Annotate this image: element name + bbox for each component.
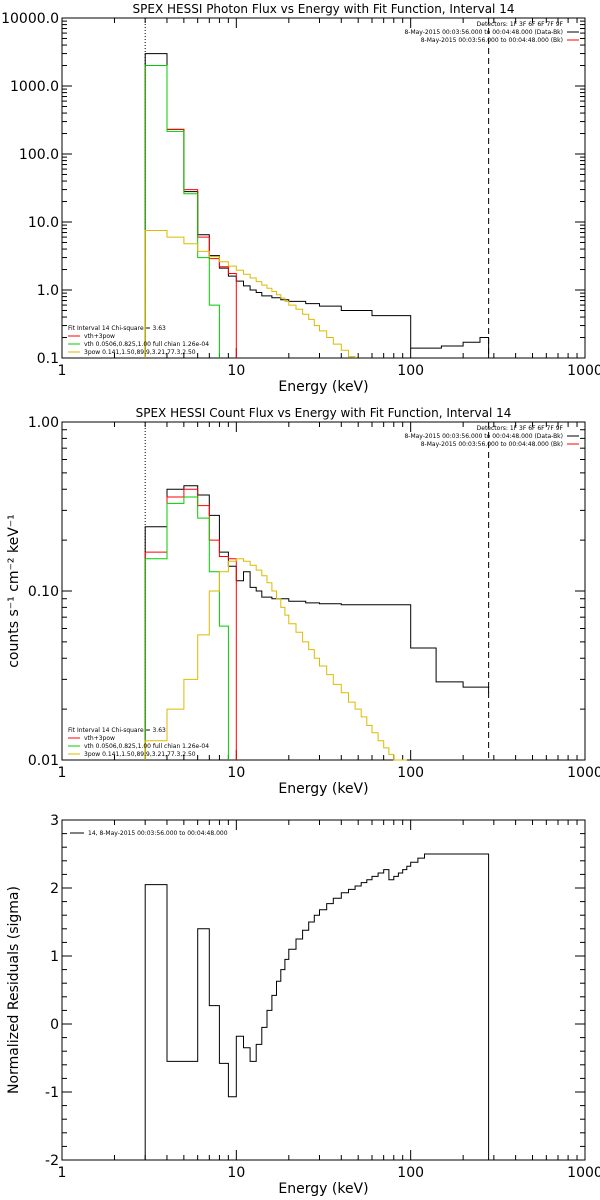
panel-2-x-axis-label: Energy (keV) <box>278 781 368 797</box>
panel-2-y-tick-label: 1.00 <box>28 415 59 431</box>
panel-3-series-1-line <box>144 853 490 1160</box>
panel-1-legend-tr-text: 8-May-2015 00:03:56.000 to 00:04:48.000 … <box>421 37 563 44</box>
panel-1-series-1-line <box>144 53 490 358</box>
panel-2-legend-bl-text: vth+3pow <box>84 735 115 742</box>
panel-2-y-axis-label: counts s⁻¹ cm⁻² keV⁻¹ <box>6 514 22 668</box>
panel-1-x-tick-label: 1 <box>58 363 67 379</box>
panel-3-y-tick-label: -1 <box>45 1085 59 1101</box>
panel-3-y-tick-label: 3 <box>50 813 59 829</box>
panel-1-series-2-line <box>144 65 237 358</box>
panel-2-series-4-line <box>144 558 407 761</box>
panel-2-series-3-line <box>144 496 229 760</box>
panel-2-title: SPEX HESSI Count Flux vs Energy with Fit… <box>136 406 512 420</box>
panel-2-legend-tr-text: 8-May-2015 00:03:56.000 to 00:04:48.000 … <box>404 433 563 440</box>
panel-1-frame <box>61 17 586 359</box>
panel-3-y-tick-label: 0 <box>50 1017 59 1033</box>
panel-1-y-tick-label: 1000.0 <box>10 79 59 95</box>
panel-3-x-tick-label: 1000 <box>567 1165 600 1181</box>
panel-2-x-tick-label: 1000 <box>567 765 600 781</box>
panel-1-x-tick-label: 100 <box>397 363 424 379</box>
panel-1-legend-bl-text: 3pow 0.141,1.50,89.9,3.21,77.3,2.50 <box>84 349 196 356</box>
panel-2-x-tick-label: 100 <box>397 765 424 781</box>
panel-1-legend-tr-text: Detectors: 1F 3F 6F 6F 7F 9F <box>477 21 564 28</box>
panel-2-frame <box>61 421 586 761</box>
panel-2-series-2-line <box>144 488 237 760</box>
panel-3-x-tick-label: 100 <box>397 1165 424 1181</box>
panel-3-x-axis-label: Energy (keV) <box>278 1181 368 1197</box>
panel-1-y-tick-label: 10.0 <box>28 215 59 231</box>
panel-2-x-tick-label: 10 <box>227 765 245 781</box>
panel-2-y-tick-label: 0.10 <box>28 584 59 600</box>
panel-2-legend-bl-text: 3pow 0.141,1.50,89.9,3.21,77.3,2.50 <box>84 751 196 758</box>
panel-1-legend-bl-text: vth 0.0506,0.825,1.00 full chian 1.26e-0… <box>84 341 209 348</box>
panel-1-legend-tr-text: 8-May-2015 00:03:56.000 to 00:04:48.000 … <box>404 29 563 36</box>
panel-1-y-tick-label: 1.0 <box>37 283 59 299</box>
panel-2-x-tick-label: 1 <box>58 765 67 781</box>
panel-1-x-axis-label: Energy (keV) <box>278 379 368 395</box>
panel-1-y-tick-label: 100.0 <box>19 147 59 163</box>
panel-3-x-tick-label: 10 <box>227 1165 245 1181</box>
panel-2-legend-bl-text: vth 0.0506,0.825,1.00 full chian 1.26e-0… <box>84 743 209 750</box>
panel-1-series-4-line <box>144 230 356 358</box>
panel-3-legend-tl-text: 14, 8-May-2015 00:03:56.000 to 00:04:48.… <box>88 830 228 837</box>
panel-1-legend-bl-text: vth+3pow <box>84 333 115 340</box>
panel-1-title: SPEX HESSI Photon Flux vs Energy with Fi… <box>133 2 515 16</box>
panel-3-y-axis-label: Normalized Residuals (sigma) <box>6 886 22 1094</box>
panel-3-x-tick-label: 1 <box>58 1165 67 1181</box>
panel-3-frame <box>61 819 586 1161</box>
panel-1-y-tick-label: 0.1 <box>37 351 59 367</box>
panel-1-x-tick-label: 1000 <box>567 363 600 379</box>
panel-2-series-1-line <box>144 485 490 760</box>
panel-1-series-3-line <box>144 65 220 358</box>
panel-2-legend-tr-text: 8-May-2015 00:03:56.000 to 00:04:48.000 … <box>421 441 563 448</box>
panel-3-y-tick-label: 1 <box>50 949 59 965</box>
panel-1-y-tick-label: 10000.0 <box>1 11 59 27</box>
panel-3-y-tick-label: 2 <box>50 881 59 897</box>
panel-1-legend-bl-text: Fit Interval 14 Chi-square = 3.63 <box>68 325 166 332</box>
panel-2-legend-bl-text: Fit Interval 14 Chi-square = 3.63 <box>68 727 166 734</box>
panel-2-legend-tr-text: Detectors: 1F 3F 6F 6F 7F 9F <box>477 425 564 432</box>
panel-2-y-tick-label: 0.01 <box>28 753 59 769</box>
panel-1-x-tick-label: 10 <box>227 363 245 379</box>
panel-3-y-tick-label: -2 <box>45 1153 59 1169</box>
